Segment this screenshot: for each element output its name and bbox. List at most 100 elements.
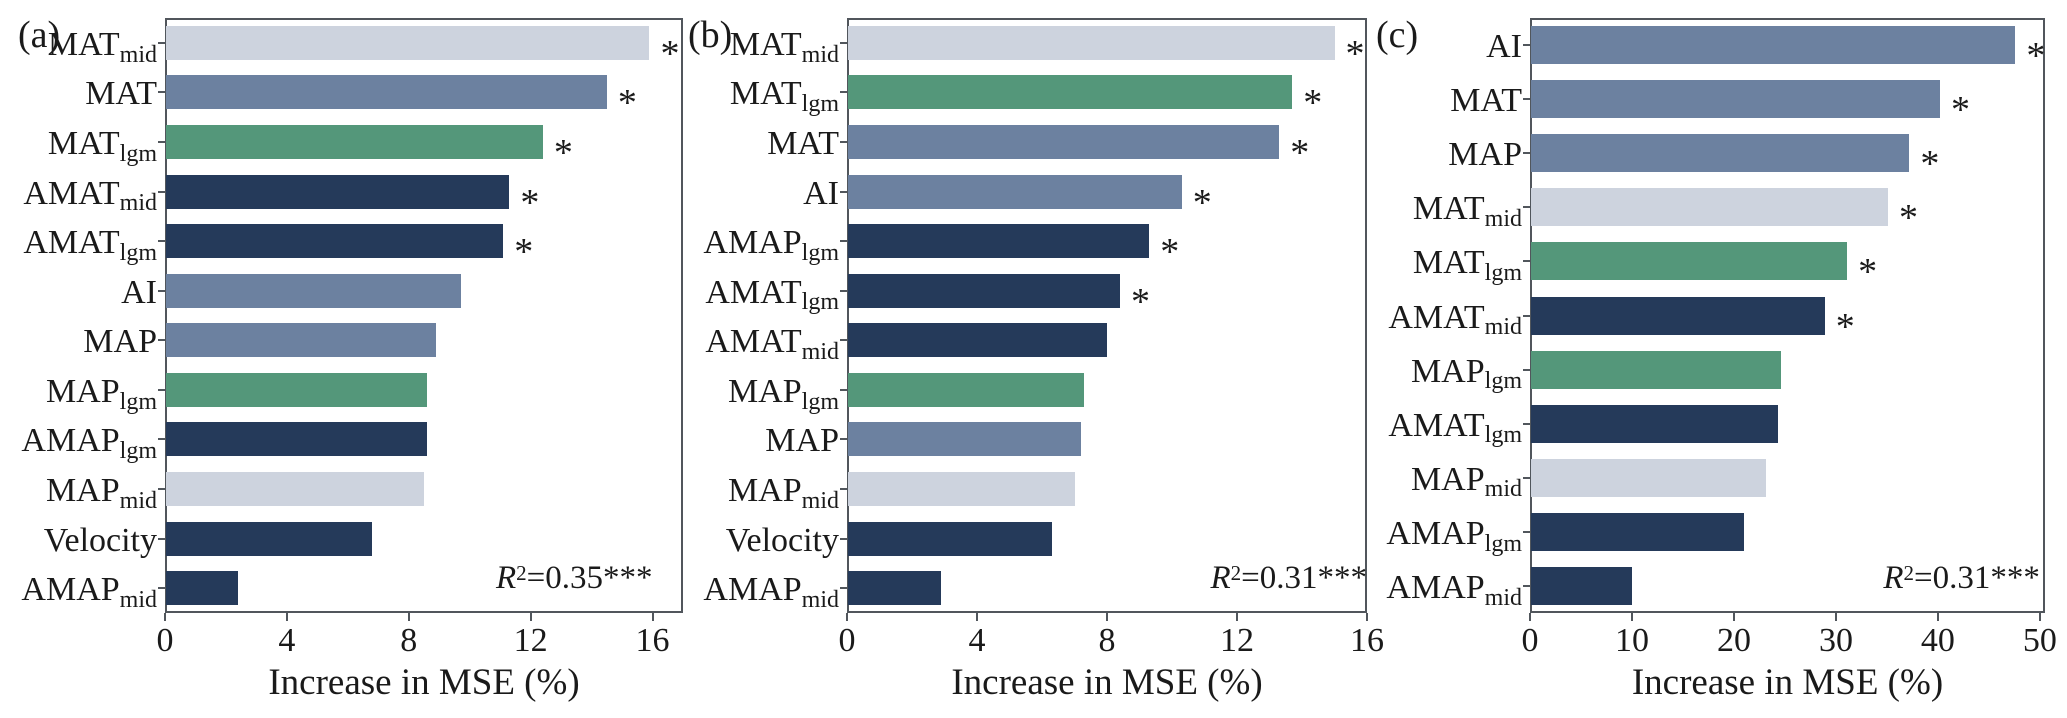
significance-marker: *	[1858, 251, 1878, 294]
y-label-AMAT_mid: AMATmid	[705, 323, 839, 364]
r2-superscript: 2	[1230, 561, 1242, 585]
plot-frame	[847, 18, 1367, 613]
y-label-MAP_mid: MAPmid	[46, 474, 157, 513]
panel-label-b: (b)	[688, 14, 733, 56]
y-label-subscript: lgm	[801, 239, 839, 266]
bar-AMAT_lgm	[166, 224, 504, 259]
x-tick-mark	[1106, 613, 1108, 621]
y-tick-mark	[840, 190, 847, 193]
y-tick-mark	[158, 91, 165, 94]
x-axis-label: Increase in MSE (%)	[951, 662, 1263, 703]
x-tick-mark	[846, 613, 848, 621]
r2-annotation: R2=0.31***	[1210, 562, 1367, 595]
y-label-main: MAT	[729, 25, 802, 63]
bar-AMAP_mid	[1531, 566, 1632, 605]
bar-MAT	[166, 75, 607, 110]
x-tick-label: 0	[1521, 622, 1539, 659]
y-label-main: MAT	[1412, 190, 1485, 228]
x-tick-mark	[164, 613, 166, 621]
y-tick-mark	[158, 289, 165, 292]
y-label-main: MAT	[85, 75, 157, 113]
significance-marker: *	[2026, 35, 2046, 78]
x-axis-label: Increase in MSE (%)	[268, 662, 580, 703]
x-tick-label: 12	[1220, 622, 1254, 659]
y-label-AMAT_mid: AMATmid	[1388, 300, 1522, 339]
significance-marker: *	[1950, 89, 1970, 132]
y-label-subscript: lgm	[801, 91, 839, 118]
y-tick-mark	[840, 438, 847, 441]
y-label-subscript: lgm	[1484, 260, 1522, 287]
y-label-main: AMAT	[705, 323, 802, 361]
y-label-main: AMAP	[21, 571, 120, 609]
x-tick-label: 50	[2022, 622, 2057, 659]
y-tick-mark	[1523, 98, 1530, 101]
y-label-subscript: mid	[119, 41, 157, 68]
x-tick-label: 8	[1098, 622, 1116, 659]
bar-MAT_lgm	[166, 124, 543, 159]
y-label-main: AMAT	[23, 174, 120, 212]
y-label-subscript: mid	[801, 339, 839, 365]
r2-base: R	[1210, 560, 1231, 596]
y-tick-mark	[1523, 584, 1530, 587]
y-label-main: MAT	[47, 124, 120, 162]
bar-MAP_lgm	[166, 372, 428, 407]
significance-marker: *	[1131, 280, 1150, 323]
x-tick-label: 8	[400, 622, 418, 659]
x-tick-mark	[1936, 613, 1939, 621]
y-tick-mark	[158, 438, 165, 441]
r2-superscript: 2	[1903, 561, 1915, 585]
y-label-MAP: MAP	[83, 325, 157, 359]
bar-Velocity	[166, 521, 373, 556]
y-label-main: Velocity	[725, 521, 839, 559]
y-label-MAP_lgm: MAPlgm	[728, 374, 839, 413]
significance-marker: *	[1303, 82, 1323, 125]
y-tick-mark	[840, 339, 847, 342]
y-label-AMAP_lgm: AMAPlgm	[1386, 516, 1522, 555]
r2-superscript: 2	[516, 561, 527, 585]
x-tick-label: 4	[968, 622, 986, 659]
y-tick-mark	[158, 537, 165, 540]
y-label-subscript: mid	[119, 586, 157, 613]
y-tick-mark	[1523, 530, 1530, 533]
y-label-MAT: MAT	[767, 124, 839, 162]
y-label-AMAP_lgm: AMAPlgm	[21, 422, 157, 463]
y-label-MAP_lgm: MAPlgm	[45, 372, 157, 413]
y-label-main: MAT	[767, 124, 839, 162]
bar-AMAT_lgm	[848, 273, 1120, 308]
significance-marker: *	[520, 181, 540, 224]
r2-value: =0.35***	[526, 560, 653, 596]
y-label-subscript: lgm	[1484, 368, 1522, 395]
y-label-main: AMAP	[21, 422, 120, 460]
y-label-main: MAP	[83, 323, 157, 361]
y-tick-mark	[840, 91, 847, 94]
y-label-subscript: lgm	[119, 388, 157, 415]
y-label-subscript: mid	[119, 487, 157, 514]
r2-base: R	[1883, 560, 1904, 596]
y-label-subscript: lgm	[801, 289, 839, 316]
y-label-main: MAT	[729, 75, 802, 113]
y-label-subscript: mid	[119, 190, 157, 217]
y-tick-mark	[158, 240, 165, 243]
x-tick-mark	[651, 613, 654, 621]
y-label-subscript: mid	[1484, 584, 1522, 611]
x-tick-label: 10	[1614, 622, 1649, 659]
y-label-main: AI	[803, 174, 839, 212]
bar-AMAT_lgm	[1531, 404, 1778, 443]
bar-MAP_mid	[1531, 458, 1766, 497]
y-tick-mark	[1523, 368, 1530, 371]
y-label-AMAT_mid: AMATmid	[23, 174, 157, 215]
y-tick-mark	[1523, 44, 1530, 47]
y-tick-mark	[1523, 422, 1530, 425]
y-label-main: AMAT	[1388, 406, 1485, 444]
x-tick-mark	[1529, 613, 1531, 621]
x-tick-mark	[407, 613, 410, 621]
y-label-main: AMAP	[703, 224, 802, 262]
x-tick-label: 12	[513, 622, 548, 659]
y-label-main: MAP	[727, 472, 802, 510]
bar-MAT	[1531, 80, 1940, 119]
y-tick-mark	[1523, 260, 1530, 263]
x-axis-label: Increase in MSE (%)	[1631, 662, 1944, 703]
y-label-main: AMAT	[705, 273, 802, 311]
y-label-main: MAP	[45, 372, 120, 410]
